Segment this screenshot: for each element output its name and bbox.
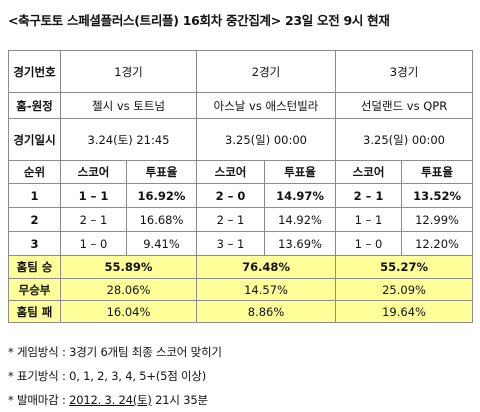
score-cell: 3 – 1 [196, 231, 266, 256]
note-deadline-time: 21시 35분 [151, 393, 208, 407]
rank-header-row: 순위 스코어 투표율 스코어 투표율 스코어 투표율 [8, 160, 474, 184]
game-1-draw: 28.06% [59, 278, 198, 301]
vote-cell: 9.41% [125, 231, 198, 256]
vote-cell: 12.99% [401, 207, 474, 232]
vote-cell: 14.97% [264, 183, 337, 208]
vote-header: 투표율 [264, 160, 337, 184]
datetime-row: 경기일시 3.24(토) 21:45 3.25(일) 00:00 3.25(일)… [8, 118, 474, 161]
game-1-home-loss: 16.04% [59, 300, 198, 323]
rank-number: 2 [8, 207, 61, 232]
note-notation: * 표기방식 : 0, 1, 2, 3, 4, 5+(5점 이상) [8, 369, 207, 383]
note-deadline-prefix: * 발매마감 : [8, 393, 70, 407]
game-1-home-win: 55.89% [59, 255, 198, 279]
rank-row: 1 1 – 1 16.92% 2 – 0 14.97% 2 – 1 13.52% [8, 183, 474, 208]
score-cell: 1 – 0 [335, 231, 403, 256]
rank-row: 3 1 – 0 9.41% 3 – 1 13.69% 1 – 0 12.20% [8, 231, 474, 256]
game-1-teams: 첼시 vs 토트넘 [59, 92, 198, 119]
game-3-home-win: 55.27% [335, 255, 474, 279]
note-deadline-date: 2012. 3. 24(토) [69, 393, 152, 407]
score-header: 스코어 [196, 160, 266, 184]
score-header: 스코어 [335, 160, 403, 184]
game-3-teams: 선덜랜드 vs QPR [335, 92, 474, 119]
vote-cell: 14.92% [264, 207, 337, 232]
game-3-draw: 25.09% [335, 278, 474, 301]
score-cell: 1 – 0 [60, 231, 127, 256]
note-game-method: * 게임방식 : 3경기 6개팀 최종 스코어 맞히기 [8, 345, 222, 359]
rank-row: 2 2 – 1 16.68% 2 – 1 14.92% 1 – 1 12.99% [8, 207, 474, 232]
score-cell: 2 – 1 [196, 207, 266, 232]
game-3-datetime: 3.25(일) 00:00 [335, 118, 474, 161]
page-title: <축구토토 스페셜플러스(트리플) 16회차 중간집계> 23일 오전 9시 현… [8, 13, 390, 28]
vote-cell: 12.20% [401, 231, 474, 256]
draw-row: 무승부 28.06% 14.57% 25.09% [8, 278, 474, 301]
game-2-home-loss: 8.86% [196, 300, 337, 323]
game-2-teams: 아스날 vs 애스턴빌라 [196, 92, 337, 119]
game-3-header: 3경기 [335, 50, 474, 93]
home-win-label: 홈팀 승 [8, 255, 61, 279]
game-number-row: 경기번호 1경기 2경기 3경기 [8, 50, 474, 93]
score-cell: 2 – 0 [196, 183, 266, 208]
note-deadline: * 발매마감 : 2012. 3. 24(토) 21시 35분 [8, 388, 472, 412]
game-2-draw: 14.57% [196, 278, 337, 301]
rank-number: 3 [8, 231, 61, 256]
notes: * 게임방식 : 3경기 6개팀 최종 스코어 맞히기 * 표기방식 : 0, … [8, 340, 472, 412]
rank-number: 1 [8, 183, 61, 208]
vote-header: 투표율 [401, 160, 474, 184]
draw-label: 무승부 [8, 278, 61, 301]
home-loss-label: 홈팀 패 [8, 300, 61, 323]
vote-cell: 16.68% [125, 207, 198, 232]
game-2-datetime: 3.25(일) 00:00 [196, 118, 337, 161]
vote-table: 경기번호 1경기 2경기 3경기 홈-원정 첼시 vs 토트넘 아스날 vs 애… [8, 50, 474, 323]
game-1-datetime: 3.24(토) 21:45 [59, 118, 198, 161]
game-number-label: 경기번호 [8, 50, 61, 93]
score-cell: 1 – 1 [335, 207, 403, 232]
score-cell: 2 – 1 [335, 183, 403, 208]
game-3-home-loss: 19.64% [335, 300, 474, 323]
vote-header: 투표율 [125, 160, 198, 184]
vote-cell: 13.69% [264, 231, 337, 256]
home-loss-row: 홈팀 패 16.04% 8.86% 19.64% [8, 300, 474, 323]
rank-header: 순위 [8, 160, 61, 184]
score-cell: 1 – 1 [60, 183, 127, 208]
teams-row: 홈-원정 첼시 vs 토트넘 아스날 vs 애스턴빌라 선덜랜드 vs QPR [8, 92, 474, 119]
game-2-header: 2경기 [196, 50, 337, 93]
teams-label: 홈-원정 [8, 92, 61, 119]
vote-cell: 13.52% [401, 183, 474, 208]
game-1-header: 1경기 [59, 50, 198, 93]
vote-cell: 16.92% [125, 183, 198, 208]
home-win-row: 홈팀 승 55.89% 76.48% 55.27% [8, 255, 474, 279]
score-header: 스코어 [60, 160, 127, 184]
datetime-label: 경기일시 [8, 118, 61, 161]
score-cell: 2 – 1 [60, 207, 127, 232]
game-2-home-win: 76.48% [196, 255, 337, 279]
